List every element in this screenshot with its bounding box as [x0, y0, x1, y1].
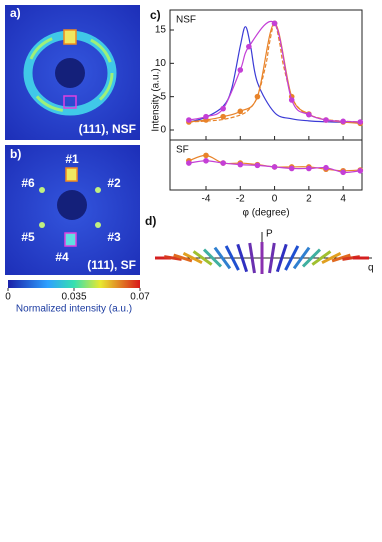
axis-label: q — [368, 263, 374, 274]
panel-label: a) — [10, 6, 21, 20]
data-point — [254, 93, 261, 100]
box-magenta — [64, 232, 77, 247]
spot-label: #2 — [107, 176, 121, 190]
data-point — [288, 97, 295, 103]
colorbar: Normalized intensity (a.u.) — [8, 280, 140, 315]
spin-arrow — [202, 248, 223, 268]
spot-label: #6 — [21, 176, 35, 190]
spin-arrow — [192, 250, 213, 266]
data-point — [340, 169, 346, 176]
axis-label: P — [266, 229, 273, 240]
spot-label: #3 — [107, 230, 121, 244]
spot — [39, 222, 45, 228]
spin-arrow — [224, 245, 240, 271]
spin-arrow — [275, 243, 288, 273]
y-axis-label: Intensity (a.u.) — [151, 68, 162, 131]
data-point — [237, 67, 244, 73]
colorbar-tick-label: 0.07 — [130, 292, 150, 303]
x-tick-label: -2 — [236, 194, 245, 205]
box-orange — [63, 29, 77, 45]
x-tick-label: 2 — [306, 194, 312, 205]
series-line — [188, 22, 361, 124]
box-magenta — [63, 95, 77, 109]
spin-arrow — [268, 242, 276, 274]
data-point — [203, 152, 209, 159]
spin-arrow — [301, 248, 322, 268]
data-point — [220, 113, 226, 120]
series-line — [188, 20, 361, 123]
x-tick-label: 0 — [272, 194, 278, 205]
spin-arrow — [236, 243, 249, 273]
data-point — [323, 164, 329, 171]
data-point — [186, 160, 192, 166]
spin-arrow — [182, 251, 203, 265]
panel-d: d) P q — [145, 214, 374, 274]
spin-arrow — [248, 242, 256, 274]
colorbar-gradient — [8, 280, 140, 288]
data-point — [203, 113, 209, 120]
x-tick-label: 4 — [340, 194, 346, 205]
x-tick-label: -4 — [202, 194, 211, 205]
data-point — [220, 105, 226, 112]
data-point — [203, 157, 209, 164]
panel-label: c) — [150, 8, 161, 22]
spot-label: #4 — [55, 250, 69, 264]
spot-label: #5 — [21, 230, 35, 244]
data-point — [237, 161, 244, 168]
plot-frame — [169, 139, 363, 191]
spot — [95, 187, 101, 193]
spin-arrow — [292, 246, 311, 270]
colorbar-tick-label: 0 — [5, 292, 11, 303]
y-tick-label: 0 — [160, 125, 166, 136]
spot-label: #1 — [65, 152, 79, 166]
spin-arrow — [173, 253, 193, 263]
data-point — [323, 117, 329, 123]
colorbar-tick-label: 0.035 — [61, 292, 86, 303]
colorbar-label: Normalized intensity (a.u.) — [16, 304, 132, 315]
caption: (111), NSF — [79, 122, 136, 136]
data-point — [306, 165, 312, 172]
data-point — [288, 165, 295, 172]
data-point — [306, 111, 312, 118]
panel-a: a) (111), NSF — [5, 5, 140, 140]
spin-arrow — [311, 250, 332, 266]
data-point — [254, 162, 261, 169]
caption: (111), SF — [87, 258, 136, 272]
spot — [39, 187, 45, 193]
data-point — [340, 118, 346, 125]
data-point — [271, 20, 278, 27]
data-point — [246, 43, 252, 50]
panel-tag: NSF — [176, 15, 196, 26]
data-point — [186, 117, 192, 123]
spin-arrow — [213, 246, 232, 270]
data-point — [357, 167, 364, 174]
series-line — [188, 22, 361, 123]
series-line — [188, 26, 361, 124]
y-tick-label: 15 — [155, 25, 167, 36]
spin-arrow — [331, 253, 351, 263]
spot — [95, 222, 101, 228]
panel-label: d) — [145, 214, 156, 228]
box-orange — [65, 167, 78, 182]
data-point — [237, 108, 244, 115]
panel-label: b) — [10, 147, 21, 161]
spin-arrow — [284, 245, 300, 271]
y-tick-label: 5 — [160, 91, 166, 102]
panel-tag: SF — [176, 145, 189, 156]
ring-core — [26, 33, 114, 113]
x-axis-label: φ (degree) — [242, 208, 289, 219]
spin-arrow — [163, 255, 182, 261]
data-point — [220, 160, 226, 166]
y-tick-label: 10 — [155, 58, 167, 69]
data-point — [357, 119, 364, 125]
panel-b: b) #1 #2 #3 #4 #5 #6 (111), SF — [5, 145, 140, 275]
spin-arrow — [321, 251, 342, 265]
data-point — [271, 164, 278, 170]
beamstop — [57, 190, 87, 220]
beamstop — [55, 58, 85, 88]
